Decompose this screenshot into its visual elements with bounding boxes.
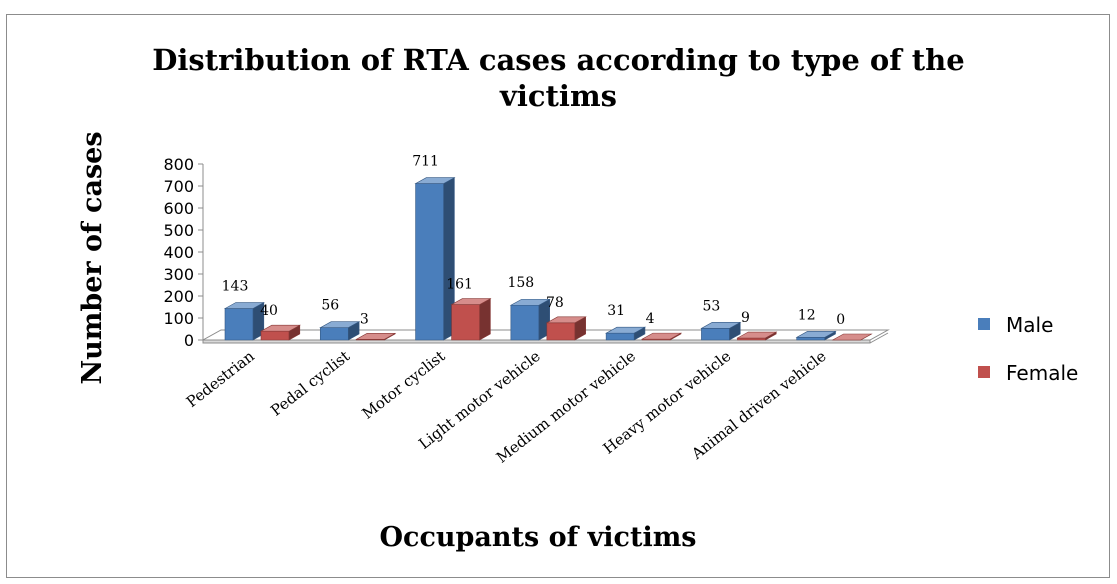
chart-title-line-1: Distribution of RTA cases according to t… (152, 43, 965, 77)
data-label-male: 711 (412, 154, 439, 170)
data-label-female: 9 (741, 310, 750, 326)
y-tick-label: 100 (163, 309, 194, 328)
legend-swatch-male (978, 318, 990, 330)
y-tick-label: 500 (163, 221, 194, 240)
bar-male (509, 298, 551, 341)
data-label-male: 12 (798, 307, 816, 323)
chart-floor-edge (202, 339, 871, 344)
bar-female (640, 332, 683, 341)
bar-male (700, 321, 742, 341)
data-label-female: 0 (836, 312, 845, 328)
bar-female (545, 316, 587, 341)
bar-male (414, 177, 456, 341)
x-tick-label: Pedal cyclist (267, 347, 353, 420)
bar-male (319, 321, 361, 341)
y-tick-label: 200 (163, 287, 194, 306)
y-tick-label: 0 (184, 331, 194, 350)
data-label-male: 143 (222, 279, 249, 295)
data-label-male: 53 (703, 298, 721, 314)
y-tick-label: 600 (163, 199, 194, 218)
bar-male (604, 326, 647, 341)
y-tick-label: 700 (163, 177, 194, 196)
data-label-female: 161 (446, 277, 473, 293)
data-label-female: 40 (260, 303, 278, 319)
chart-title: Distribution of RTA cases according to t… (0, 42, 1117, 114)
chart-floor-side (869, 332, 889, 344)
y-tick-label: 800 (163, 155, 194, 174)
bar-female (259, 324, 301, 341)
bar-female (450, 298, 492, 341)
bar-female (736, 331, 778, 341)
bar-female (831, 333, 873, 341)
data-label-female: 3 (360, 311, 369, 327)
data-label-female: 78 (546, 295, 564, 311)
x-axis-title: Occupants of victims (379, 522, 696, 553)
chart-title-line-2: victims (500, 79, 617, 113)
bar-male (223, 302, 265, 341)
y-axis-title: Number of cases (77, 131, 108, 384)
bar-female (355, 332, 397, 341)
chart-frame (6, 14, 1110, 578)
data-label-female: 4 (646, 311, 655, 327)
legend-label-male: Male (1006, 313, 1053, 337)
legend-label-female: Female (1006, 361, 1078, 385)
data-label-male: 56 (321, 298, 339, 314)
data-label-male: 158 (507, 275, 534, 291)
y-tick-label: 400 (163, 243, 194, 262)
legend-swatch-female (978, 366, 990, 378)
x-tick-label: Pedestrian (183, 347, 258, 411)
data-label-male: 31 (607, 303, 625, 319)
y-tick-label: 300 (163, 265, 194, 284)
bar-male (795, 330, 837, 341)
x-tick-label: Motor cyclist (359, 347, 449, 423)
